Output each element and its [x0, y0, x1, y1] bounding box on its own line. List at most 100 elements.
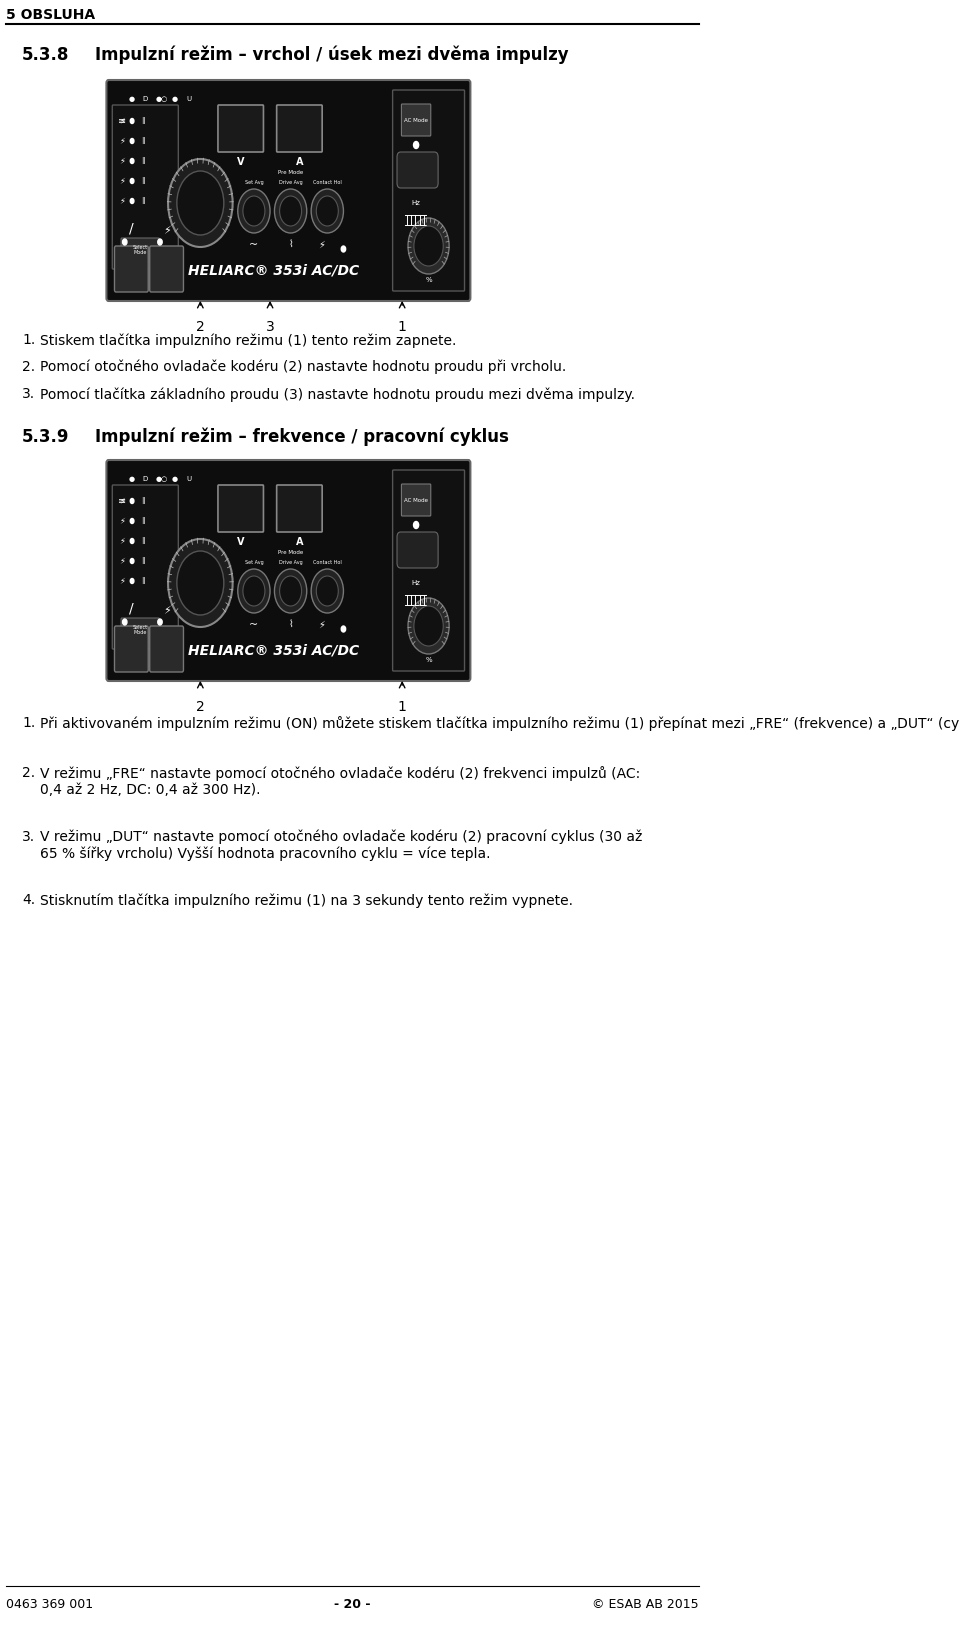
Text: © ESAB AB 2015: © ESAB AB 2015: [592, 1599, 699, 1612]
Text: ⚡: ⚡: [119, 577, 125, 585]
Text: Při aktivovaném impulzním režimu (ON) můžete stiskem tlačítka impulzního režimu : Při aktivovaném impulzním režimu (ON) mů…: [40, 716, 960, 731]
Text: ||: ||: [141, 557, 146, 565]
Text: 1.: 1.: [22, 333, 36, 347]
Text: AC Mode: AC Mode: [404, 498, 428, 503]
Circle shape: [131, 118, 134, 123]
FancyBboxPatch shape: [393, 90, 465, 292]
FancyBboxPatch shape: [393, 470, 465, 672]
Text: ⚡: ⚡: [318, 621, 324, 631]
FancyBboxPatch shape: [107, 460, 470, 681]
FancyBboxPatch shape: [150, 626, 183, 672]
Circle shape: [238, 568, 270, 613]
Text: ||: ||: [141, 157, 146, 164]
Text: ~: ~: [250, 621, 258, 631]
Text: Pomocí otočného ovladače kodéru (2) nastavte hodnotu proudu při vrcholu.: Pomocí otočného ovladače kodéru (2) nast…: [40, 360, 566, 375]
Text: 2: 2: [196, 699, 204, 714]
Text: 3.: 3.: [22, 830, 36, 844]
Text: Pre Mode: Pre Mode: [278, 170, 303, 175]
Text: Set Avg: Set Avg: [245, 560, 263, 565]
Text: ⚡: ⚡: [119, 177, 125, 185]
Text: ●: ●: [172, 477, 178, 482]
Text: ⚡: ⚡: [119, 157, 125, 165]
FancyBboxPatch shape: [150, 246, 183, 292]
Circle shape: [131, 179, 134, 183]
Text: ||: ||: [141, 518, 146, 524]
Text: Select
Mode: Select Mode: [132, 244, 148, 256]
Circle shape: [341, 626, 346, 632]
Circle shape: [408, 598, 449, 654]
Text: 1.: 1.: [22, 716, 36, 731]
Text: 1: 1: [397, 699, 407, 714]
Text: ||: ||: [141, 177, 146, 185]
Circle shape: [243, 577, 265, 606]
Circle shape: [414, 606, 444, 645]
Text: V režimu „FRE“ nastavte pomocí otočného ovladače kodéru (2) frekvenci impulzů (A: V režimu „FRE“ nastavte pomocí otočného …: [40, 767, 640, 798]
FancyBboxPatch shape: [218, 105, 263, 152]
Circle shape: [123, 239, 127, 246]
Text: AC Mode: AC Mode: [404, 118, 428, 123]
Text: ⚡: ⚡: [119, 496, 125, 506]
Circle shape: [275, 188, 307, 233]
FancyBboxPatch shape: [397, 532, 438, 568]
Circle shape: [177, 170, 224, 234]
Text: V: V: [237, 537, 245, 547]
Circle shape: [414, 521, 419, 529]
Text: ||: ||: [141, 138, 146, 144]
Circle shape: [157, 619, 162, 626]
Circle shape: [311, 568, 344, 613]
Circle shape: [238, 188, 270, 233]
Circle shape: [131, 159, 134, 164]
Text: Stiskem tlačítka impulzního režimu (1) tento režim zapnete.: Stiskem tlačítka impulzního režimu (1) t…: [40, 333, 457, 347]
Text: U: U: [187, 477, 192, 482]
Circle shape: [131, 139, 134, 144]
Text: Impulzní režim – frekvence / pracovní cyklus: Impulzní režim – frekvence / pracovní cy…: [95, 428, 509, 447]
FancyBboxPatch shape: [401, 483, 431, 516]
Text: 0463 369 001: 0463 369 001: [6, 1599, 93, 1612]
Text: Pre Mode: Pre Mode: [278, 550, 303, 555]
Text: 2: 2: [196, 319, 204, 334]
Text: V režimu „DUT“ nastavte pomocí otočného ovladače kodéru (2) pracovní cyklus (30 : V režimu „DUT“ nastavte pomocí otočného …: [40, 830, 643, 862]
Circle shape: [168, 539, 232, 627]
Text: ~: ~: [250, 241, 258, 251]
FancyBboxPatch shape: [121, 618, 159, 642]
Text: A: A: [296, 157, 303, 167]
Text: 4.: 4.: [22, 893, 36, 907]
Text: U: U: [187, 97, 192, 102]
Text: 5.3.9: 5.3.9: [22, 428, 69, 446]
Circle shape: [279, 197, 301, 226]
FancyBboxPatch shape: [276, 105, 323, 152]
Text: ●: ●: [172, 97, 178, 102]
Text: Stisknutím tlačítka impulzního režimu (1) na 3 sekundy tento režim vypnete.: Stisknutím tlačítka impulzního režimu (1…: [40, 893, 573, 907]
Text: ||: ||: [141, 537, 146, 544]
FancyBboxPatch shape: [112, 105, 179, 269]
Circle shape: [311, 188, 344, 233]
Text: ||: ||: [141, 578, 146, 585]
Text: 5.3.8: 5.3.8: [22, 46, 69, 64]
FancyBboxPatch shape: [107, 80, 470, 301]
Text: ⚡: ⚡: [119, 197, 125, 205]
Text: ⚡: ⚡: [162, 606, 171, 616]
Text: ||: ||: [141, 498, 146, 505]
Text: /: /: [129, 603, 133, 616]
Circle shape: [316, 577, 338, 606]
FancyBboxPatch shape: [114, 626, 148, 672]
FancyBboxPatch shape: [401, 103, 431, 136]
Text: %: %: [425, 657, 432, 663]
FancyBboxPatch shape: [397, 152, 438, 188]
Text: 2.: 2.: [22, 360, 36, 373]
FancyBboxPatch shape: [276, 485, 323, 532]
Text: Drive Avg: Drive Avg: [278, 180, 302, 185]
Circle shape: [131, 519, 134, 524]
Circle shape: [131, 498, 134, 503]
Text: ●: ●: [129, 97, 135, 102]
Text: ||: ||: [141, 118, 146, 124]
Text: HELIARC® 353i AC/DC: HELIARC® 353i AC/DC: [188, 264, 359, 277]
Text: ⚡: ⚡: [119, 136, 125, 146]
Circle shape: [408, 218, 449, 274]
Text: HELIARC® 353i AC/DC: HELIARC® 353i AC/DC: [188, 644, 359, 657]
Text: /: /: [129, 223, 133, 236]
Text: 2.: 2.: [22, 767, 36, 780]
Text: Impulzní režim – vrchol / úsek mezi dvěma impulzy: Impulzní režim – vrchol / úsek mezi dvěm…: [95, 46, 569, 64]
Circle shape: [279, 577, 301, 606]
Text: ●○: ●○: [156, 97, 168, 102]
